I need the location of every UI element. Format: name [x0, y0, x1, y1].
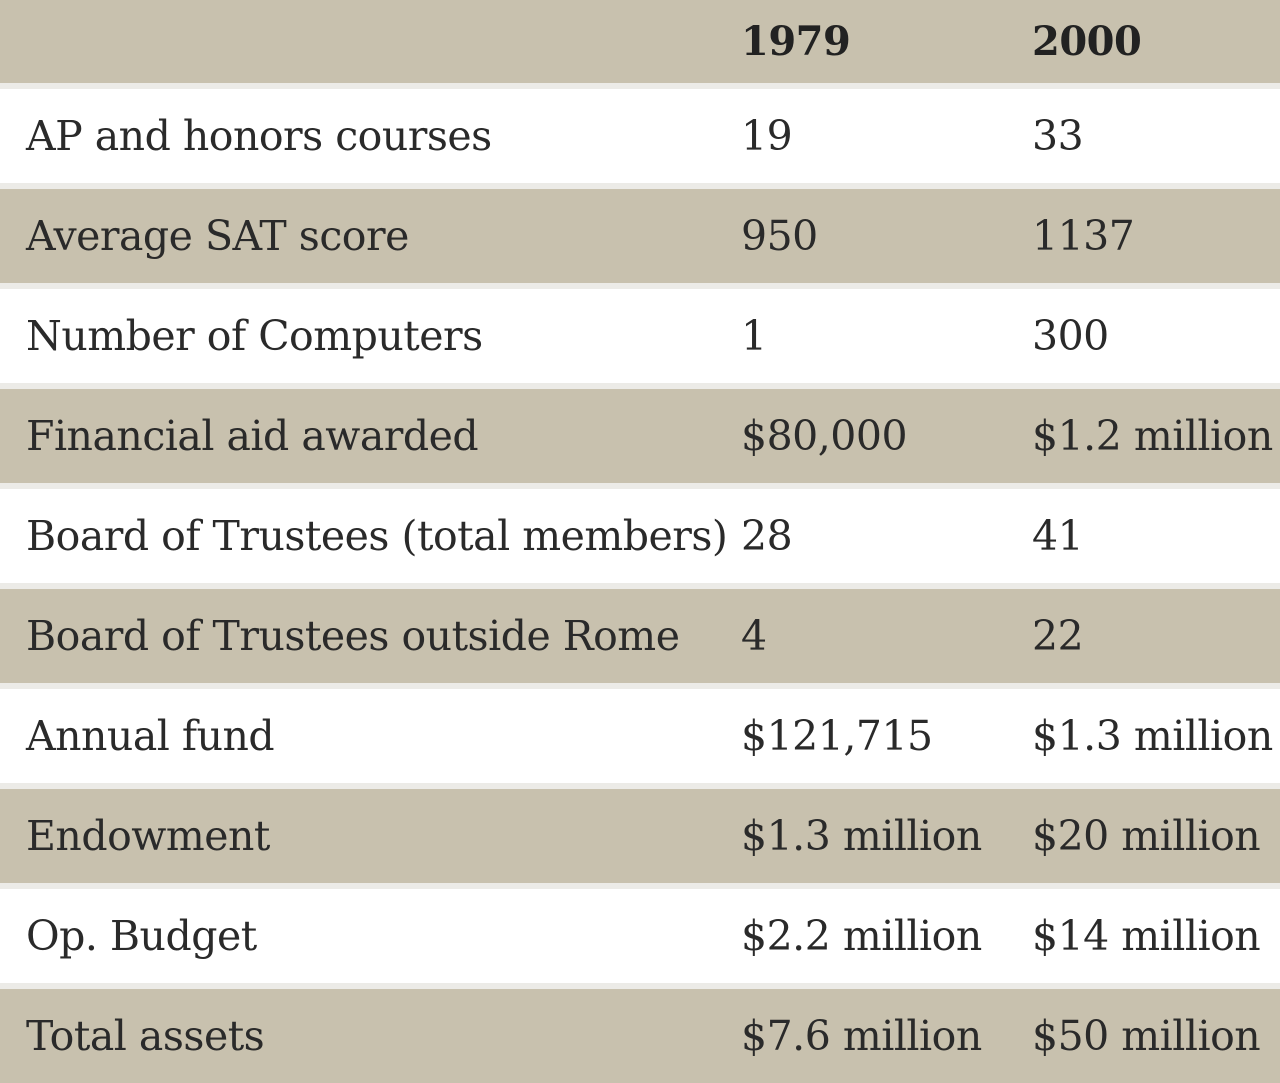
- table-cell-label: Number of Computers: [26, 312, 483, 360]
- table-cell-value-1979: 4: [741, 612, 767, 660]
- row-separator: [0, 83, 1280, 89]
- table-row: Annual fund $121,715 $1.3 million: [0, 689, 1280, 783]
- table-row: Endowment $1.3 million $20 million: [0, 789, 1280, 883]
- table-row: Board of Trustees (total members) 28 41: [0, 489, 1280, 583]
- row-separator: [0, 983, 1280, 989]
- table-cell-value-1979: 1: [741, 312, 767, 360]
- table-cell-label: AP and honors courses: [26, 112, 492, 160]
- table-cell-label: Average SAT score: [26, 212, 409, 260]
- table-cell-value-1979: $121,715: [741, 712, 933, 760]
- table-cell-label: Financial aid awarded: [26, 412, 479, 460]
- table-cell-value-2000: $14 million: [1032, 912, 1261, 960]
- row-separator: [0, 583, 1280, 589]
- table-row: Op. Budget $2.2 million $14 million: [0, 889, 1280, 983]
- table-row: Financial aid awarded $80,000 $1.2 million: [0, 389, 1280, 483]
- table-row: Number of Computers 1 300: [0, 289, 1280, 383]
- row-separator: [0, 683, 1280, 689]
- table-cell-label: Annual fund: [26, 712, 275, 760]
- table-cell-value-2000: 41: [1032, 512, 1084, 560]
- table-row: Total assets $7.6 million $50 million: [0, 989, 1280, 1083]
- table-cell-label: Board of Trustees outside Rome: [26, 612, 680, 660]
- table-cell-value-1979: $7.6 million: [741, 1012, 982, 1060]
- row-separator: [0, 483, 1280, 489]
- table-cell-value-1979: $1.3 million: [741, 812, 982, 860]
- table-cell-value-2000: 300: [1032, 312, 1109, 360]
- row-separator: [0, 883, 1280, 889]
- row-separator: [0, 383, 1280, 389]
- header-cell-1979: 1979: [741, 18, 851, 65]
- row-separator: [0, 783, 1280, 789]
- table-cell-label: Total assets: [26, 1012, 265, 1060]
- table-cell-value-1979: 950: [741, 212, 818, 260]
- table-cell-value-2000: $50 million: [1032, 1012, 1261, 1060]
- header-cell-2000: 2000: [1032, 18, 1142, 65]
- table-cell-value-2000: 1137: [1032, 212, 1135, 260]
- table-cell-value-2000: $1.3 million: [1032, 712, 1273, 760]
- table-cell-value-1979: $2.2 million: [741, 912, 982, 960]
- table-cell-value-2000: $1.2 million: [1032, 412, 1273, 460]
- table-cell-label: Board of Trustees (total members): [26, 512, 728, 560]
- table-cell-value-2000: 22: [1032, 612, 1084, 660]
- table-row: AP and honors courses 19 33: [0, 89, 1280, 183]
- table-cell-value-1979: 19: [741, 112, 793, 160]
- table-cell-value-2000: $20 million: [1032, 812, 1261, 860]
- table-cell-value-2000: 33: [1032, 112, 1084, 160]
- table-row: Average SAT score 950 1137: [0, 189, 1280, 283]
- table-row: Board of Trustees outside Rome 4 22: [0, 589, 1280, 683]
- row-separator: [0, 283, 1280, 289]
- table-body: AP and honors courses 19 33 Average SAT sco…: [0, 89, 1280, 1083]
- table-cell-label: Endowment: [26, 812, 270, 860]
- table-cell-label: Op. Budget: [26, 912, 257, 960]
- row-separator: [0, 183, 1280, 189]
- table-cell-value-1979: 28: [741, 512, 793, 560]
- table-header-row: 1979 2000: [0, 0, 1280, 83]
- table-cell-value-1979: $80,000: [741, 412, 908, 460]
